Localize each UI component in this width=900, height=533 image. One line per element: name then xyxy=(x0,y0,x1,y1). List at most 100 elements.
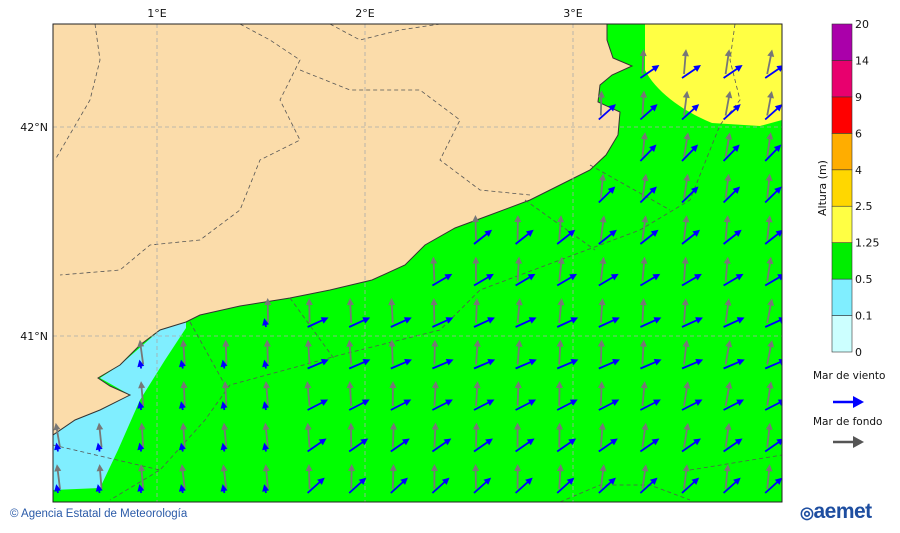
wind-sea-arrow xyxy=(722,186,741,204)
wind-sea-arrow xyxy=(514,477,533,494)
wind-sea-arrow xyxy=(348,358,371,370)
swell-arrow xyxy=(640,132,648,158)
wind-sea-arrow xyxy=(262,359,270,369)
wind-sea-arrow xyxy=(473,438,493,453)
colorbar-swatch xyxy=(831,23,853,61)
wind-sea-arrow xyxy=(598,438,618,453)
swell-label: Mar de fondo xyxy=(813,416,883,428)
swell-arrow xyxy=(388,298,396,324)
swell-arrow xyxy=(599,173,606,199)
swell-arrow xyxy=(220,464,228,490)
wind-sea-arrow xyxy=(390,317,412,328)
swell-arrow xyxy=(222,339,230,365)
swell-arrow xyxy=(765,422,773,448)
wind-sea-arrow xyxy=(557,518,573,533)
wind-sea-arrow xyxy=(556,438,577,453)
wind-sea-arrow xyxy=(764,317,782,328)
wind-sea-arrow xyxy=(431,438,452,453)
wind-sea-arrow xyxy=(474,518,490,533)
swell-arrow xyxy=(766,298,775,324)
swell-arrow xyxy=(765,173,773,199)
aemet-logo-text: aemet xyxy=(813,500,872,523)
swell-arrow xyxy=(598,422,606,448)
swell-arrow xyxy=(682,506,689,531)
wind-sea-arrow xyxy=(516,518,532,533)
wind-sea-arrow xyxy=(639,65,660,79)
swell-arrow xyxy=(600,506,607,531)
swell-arrow xyxy=(221,422,229,448)
colorbar-swatch xyxy=(831,60,853,98)
wind-sea-arrow xyxy=(431,399,453,411)
swell-arrow xyxy=(515,339,523,365)
swell-arrow xyxy=(724,90,733,116)
swell-arrow xyxy=(724,49,732,75)
swell-arrow xyxy=(597,339,605,365)
wind-sea-arrow xyxy=(432,317,454,328)
swell-arrow xyxy=(515,256,523,282)
swell-arrow xyxy=(683,173,691,199)
swell-arrow xyxy=(389,464,397,490)
wind-sea-arrow xyxy=(764,104,782,121)
lon-label-2e: 2°E xyxy=(355,7,374,20)
wind-sea-arrow xyxy=(178,484,186,494)
agency-name[interactable]: Agencia Estatal de Meteorología xyxy=(21,508,188,520)
swell-arrow xyxy=(640,256,648,282)
swell-arrow xyxy=(641,464,649,490)
wind-sea-arrow xyxy=(639,477,658,494)
wind-sea-arrow xyxy=(221,526,228,533)
swell-arrow xyxy=(558,506,565,531)
wind-sea-arrow xyxy=(640,358,662,370)
swell-arrow xyxy=(556,339,564,365)
wind-sea-arrow xyxy=(473,273,494,287)
sea-yellow-area xyxy=(645,24,782,126)
wind-sea-arrow xyxy=(137,359,145,369)
wind-sea-arrow xyxy=(95,442,103,452)
wind-sea-arrow xyxy=(515,317,537,328)
aemet-globe-icon: ◎ xyxy=(800,505,814,522)
swell-arrow xyxy=(556,464,564,490)
swell-arrow xyxy=(681,256,689,282)
swell-arrow xyxy=(765,464,773,490)
wind-sea-arrow xyxy=(348,399,370,411)
swell-arrow xyxy=(639,298,647,324)
aemet-logo[interactable]: ◎aemet xyxy=(800,500,872,524)
wind-sea-arrow xyxy=(639,104,658,121)
wind-sea-arrow xyxy=(640,317,662,328)
graticule xyxy=(53,24,782,502)
wind-sea-arrow xyxy=(262,526,269,533)
wind-sea-arrow xyxy=(137,401,145,411)
wind-sea-arrow xyxy=(722,477,741,494)
swell-arrow xyxy=(138,464,146,490)
wind-sea-arrow xyxy=(515,273,536,287)
wind-sea-arrow xyxy=(599,518,615,533)
swell-arrow xyxy=(346,339,354,365)
wind-sea-arrow xyxy=(262,401,270,411)
swell-arrow xyxy=(179,464,187,490)
colorbar-tick-label: 14 xyxy=(855,54,869,67)
swell-arrow xyxy=(431,339,439,365)
wind-sea-arrow xyxy=(681,229,701,245)
colorbar-title: Altura (m) xyxy=(816,160,829,216)
swell-arrow xyxy=(640,381,648,407)
colorbar-swatch xyxy=(831,169,853,207)
wind-sea-arrow xyxy=(262,318,270,328)
wind-sea-arrow xyxy=(639,273,661,287)
colorbar-tick-label: 1.25 xyxy=(855,237,880,250)
swell-arrow xyxy=(683,381,691,407)
swell-arrow xyxy=(262,464,270,490)
wind-sea-arrow xyxy=(764,65,782,79)
swell-arrow xyxy=(473,339,481,365)
swell-arrow xyxy=(221,506,228,531)
wind-sea-arrow xyxy=(598,229,617,245)
wind-sea-arrow xyxy=(598,104,616,121)
swell-arrow xyxy=(681,49,689,75)
wind-sea-arrow xyxy=(473,399,495,411)
wind-sea-arrow xyxy=(220,401,228,411)
swell-arrow xyxy=(473,298,481,324)
swell-arrow xyxy=(599,215,607,241)
wind-sea-arrow xyxy=(723,438,743,453)
swell-arrow xyxy=(347,422,355,448)
wind-sea-arrow xyxy=(723,399,745,411)
wind-sea-arrow xyxy=(681,144,699,162)
